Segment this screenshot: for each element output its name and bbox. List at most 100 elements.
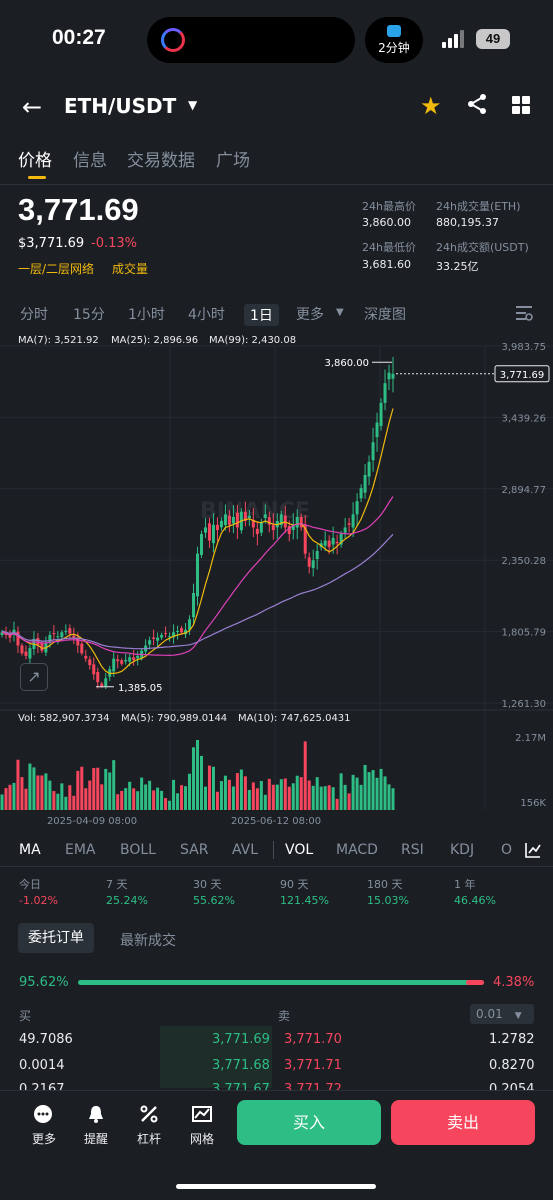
bell-icon[interactable]	[86, 1104, 106, 1124]
volume-bar	[295, 775, 299, 810]
volume-bar	[4, 788, 8, 810]
volume-bar	[20, 777, 24, 810]
volume-bar	[52, 791, 56, 810]
interval-tick[interactable]: 分时	[20, 307, 48, 323]
indicator-macd[interactable]: MACD	[336, 842, 378, 858]
candle-body	[124, 659, 128, 662]
nav-leverage[interactable]: 杠杆	[136, 1132, 161, 1146]
ask-price[interactable]: 3,771.70	[284, 1032, 342, 1047]
ma99-legend: MA(99): 2,430.08	[209, 335, 297, 346]
candle-body	[148, 640, 152, 645]
chevron-down-icon[interactable]: ▼	[188, 98, 198, 112]
interval-4h[interactable]: 4小时	[188, 307, 225, 323]
candle-body	[196, 553, 199, 597]
volume-bar	[68, 785, 72, 810]
candle-body	[215, 524, 219, 531]
clock: 00:27	[52, 26, 106, 49]
vol-legend: Vol: 582,907.3734	[18, 713, 110, 724]
ask-price[interactable]: 3,771.71	[284, 1058, 342, 1073]
sell-ratio-bar	[466, 980, 484, 985]
favorite-star-icon[interactable]: ★	[420, 92, 442, 120]
sell-ratio: 4.38%	[493, 975, 535, 990]
ma7-line	[1, 408, 394, 674]
interval-more[interactable]: 更多	[296, 307, 324, 323]
volume-bar	[359, 784, 363, 810]
sell-button[interactable]: 卖出	[391, 1100, 535, 1145]
tab-info[interactable]: 信息	[73, 151, 107, 171]
candle-body	[24, 651, 28, 656]
candlestick-chart[interactable]: BINANCE 3,983.75 3,439.26 2,894.77 2,350.28…	[0, 330, 553, 830]
indicator-kdj[interactable]: KDJ	[450, 842, 475, 858]
indicator-ma[interactable]: MA	[19, 842, 41, 858]
indicator-vol[interactable]: VOL	[285, 842, 314, 858]
tab-order-book[interactable]: 委托订单	[18, 923, 94, 953]
indicator-sar[interactable]: SAR	[180, 842, 209, 858]
buy-button[interactable]: 买入	[237, 1100, 381, 1145]
chart-settings-icon[interactable]	[515, 305, 533, 321]
volume-bar	[72, 795, 76, 810]
back-arrow-icon[interactable]: ←	[22, 93, 43, 121]
volume-bar	[176, 793, 180, 810]
candle-body	[339, 534, 343, 545]
vol-ma5-legend: MA(5): 790,989.0144	[121, 713, 228, 724]
candle-body	[60, 632, 64, 638]
tab-square[interactable]: 广场	[216, 151, 250, 171]
candle-body	[335, 541, 339, 544]
candle-body	[176, 631, 180, 633]
perf-label: 1 年	[454, 878, 476, 891]
share-icon[interactable]	[466, 93, 488, 115]
volume-bar	[251, 782, 255, 810]
volume-bar	[219, 781, 223, 810]
candle-body	[223, 514, 227, 526]
battery-icon: 49	[476, 29, 510, 49]
category-tag[interactable]: 一层/二层网络	[18, 262, 95, 276]
ma99-line	[1, 533, 394, 650]
y-axis-label: 1,261.30	[501, 699, 546, 710]
pair-title[interactable]: ETH/USDT	[64, 94, 177, 118]
indicator-ema[interactable]: EMA	[65, 842, 96, 858]
volume-bar	[299, 777, 303, 810]
precision-select[interactable]: 0.01 ▼	[470, 1004, 534, 1024]
volume-bar	[0, 794, 4, 810]
candle-body	[355, 501, 359, 515]
perf-value: 15.03%	[367, 894, 409, 907]
stat-value: 3,860.00	[362, 216, 411, 229]
volume-tag[interactable]: 成交量	[112, 262, 149, 276]
grid-trading-icon[interactable]	[192, 1104, 212, 1124]
candle-body	[199, 534, 203, 555]
indicator-settings-icon[interactable]	[525, 842, 541, 858]
bid-price[interactable]: 3,771.68	[212, 1058, 270, 1073]
indicator-avl[interactable]: AVL	[232, 842, 259, 858]
tab-trade-data[interactable]: 交易数据	[127, 151, 195, 171]
status-pill[interactable]: 2分钟	[365, 17, 423, 63]
tab-price[interactable]: 价格	[18, 151, 52, 171]
volume-bar	[327, 785, 331, 810]
status-pill-label: 2分钟	[378, 41, 410, 55]
buy-ratio: 95.62%	[19, 975, 69, 990]
fullscreen-icon[interactable]: ↗	[20, 663, 48, 691]
leverage-icon[interactable]	[139, 1104, 159, 1124]
y-axis-label: 1,805.79	[501, 628, 546, 639]
interval-1h[interactable]: 1小时	[128, 307, 165, 323]
volume-bar	[235, 773, 239, 810]
change-percent: -0.13%	[91, 236, 137, 251]
ma25-legend: MA(25): 2,896.96	[111, 335, 199, 346]
nav-more[interactable]: 更多	[31, 1132, 56, 1146]
nav-alert[interactable]: 提醒	[83, 1132, 108, 1146]
volume-bar	[76, 770, 80, 810]
layout-grid-icon[interactable]	[512, 96, 530, 114]
tab-recent-trades[interactable]: 最新成交	[120, 933, 176, 949]
nav-grid[interactable]: 网格	[189, 1132, 214, 1146]
interval-1d[interactable]: 1日	[244, 304, 279, 326]
usd-price: $3,771.69	[18, 236, 85, 251]
indicator-boll[interactable]: BOLL	[120, 842, 156, 858]
depth-chart-tab[interactable]: 深度图	[364, 307, 406, 323]
bid-price[interactable]: 3,771.69	[212, 1032, 270, 1047]
volume-bar	[199, 755, 203, 810]
candle-body	[120, 660, 124, 664]
indicator-more[interactable]: O	[501, 842, 513, 858]
more-icon[interactable]	[33, 1104, 53, 1124]
interval-15m[interactable]: 15分	[73, 307, 105, 323]
chevron-down-icon[interactable]: ▼	[336, 307, 344, 318]
indicator-rsi[interactable]: RSI	[401, 842, 424, 858]
